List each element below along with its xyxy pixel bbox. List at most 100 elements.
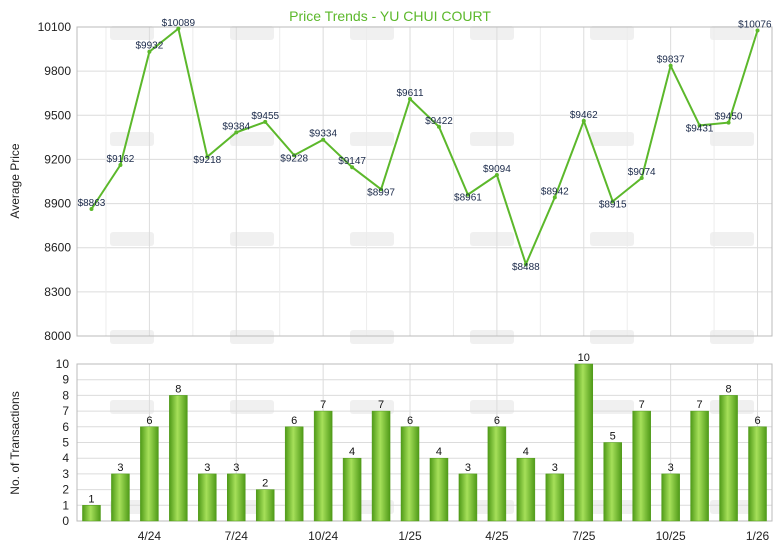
transaction-data-label: 6	[146, 415, 152, 427]
transaction-bar	[574, 363, 594, 522]
transaction-bar	[82, 505, 101, 522]
watermark-mark	[470, 232, 514, 246]
transaction-bar	[313, 410, 333, 522]
x-tick-label: 10/25	[656, 529, 686, 543]
x-tick-label: 10/24	[308, 529, 338, 543]
watermark-mark	[230, 400, 274, 414]
watermark-mark	[110, 132, 154, 146]
transaction-bar	[719, 395, 738, 522]
transaction-bar	[342, 457, 362, 522]
watermark-mark	[230, 132, 274, 146]
price-point	[436, 124, 441, 129]
price-data-label: $8915	[599, 199, 627, 210]
transactions-y-tick-label: 6	[62, 420, 69, 434]
transaction-bar	[140, 426, 159, 522]
transactions-y-tick-label: 4	[62, 451, 69, 465]
chart-title: Price Trends - YU CHUI COURT	[289, 8, 491, 24]
transaction-data-label: 7	[697, 399, 703, 411]
transaction-data-label: 6	[494, 415, 500, 427]
price-data-label: $9094	[483, 164, 511, 175]
transaction-bar	[198, 473, 217, 522]
price-data-label: $9074	[628, 167, 656, 178]
transaction-data-label: 6	[754, 415, 760, 427]
transactions-gridlines	[77, 363, 772, 522]
price-point	[465, 192, 470, 197]
price-plot-frame	[76, 26, 773, 337]
transaction-bar	[603, 442, 622, 522]
price-y-tick-label: 10100	[38, 20, 72, 34]
transaction-bar	[516, 457, 536, 522]
price-data-label: $9218	[193, 155, 221, 166]
watermark-mark	[710, 330, 754, 344]
transaction-data-label: 10	[578, 352, 590, 364]
watermark-mark	[350, 132, 394, 146]
watermark-mark	[110, 232, 154, 246]
price-point	[147, 49, 152, 54]
x-tick-label: 1/25	[398, 529, 422, 543]
transaction-bar	[429, 457, 449, 522]
price-data-label: $9431	[686, 123, 714, 134]
transaction-bar	[487, 426, 507, 522]
transaction-bar	[458, 473, 478, 522]
price-data-label: $9611	[396, 88, 424, 99]
transaction-data-label: 7	[639, 399, 645, 411]
price-point	[581, 118, 586, 123]
price-data-label: $9837	[657, 55, 685, 66]
transaction-data-label: 5	[610, 431, 616, 443]
price-data-label: $8863	[78, 198, 106, 209]
price-labels: $8863 $9162 $9932 $10089 $9218 $9384$9455 $922…	[78, 18, 772, 273]
price-data-label: $9462	[570, 110, 598, 121]
watermark-mark	[230, 232, 274, 246]
transaction-data-label: 4	[349, 446, 355, 458]
price-y-tick-label: 8900	[44, 197, 71, 211]
x-tick-label: 1/26	[746, 529, 770, 543]
transaction-data-label: 3	[117, 462, 123, 474]
price-point	[523, 262, 528, 267]
watermark-mark	[470, 400, 514, 414]
transaction-bar	[227, 473, 246, 522]
price-point	[668, 63, 673, 68]
price-point	[494, 173, 499, 178]
transaction-data-label: 7	[378, 399, 384, 411]
watermark-mark	[470, 132, 514, 146]
price-data-label: $10089	[162, 18, 196, 29]
transaction-bar	[748, 426, 767, 522]
watermark-mark	[710, 232, 754, 246]
price-point	[350, 165, 355, 170]
x-tick-label: 7/24	[225, 529, 249, 543]
price-point	[263, 119, 268, 124]
transaction-bar	[661, 473, 680, 522]
watermark-mark	[590, 132, 634, 146]
transactions-y-tick-label: 0	[62, 514, 69, 528]
price-data-label: $9228	[280, 153, 308, 164]
price-y-ticks: 8000 8300 8600 8900 9200 9500 9800 10100	[38, 20, 72, 343]
price-data-label: $9384	[222, 121, 250, 132]
transaction-bar	[545, 473, 565, 522]
price-point	[552, 195, 557, 200]
transaction-data-label: 1	[88, 493, 94, 505]
price-y-tick-label: 8000	[44, 329, 71, 343]
price-point	[176, 26, 181, 31]
price-point	[234, 130, 239, 135]
transaction-bar-labels: 1 3 6 8 3 3 2 6 7 4 7 6 4 3 6 4 3 10 5 7 3 7 8 6	[88, 352, 760, 505]
price-point	[408, 96, 413, 101]
watermark-mark	[590, 26, 634, 40]
transactions-y-tick-label: 8	[62, 388, 69, 402]
transaction-data-label: 7	[320, 399, 326, 411]
transactions-y-tick-label: 5	[62, 436, 69, 450]
price-y-axis-label: Average Price	[8, 143, 22, 218]
transaction-data-label: 8	[175, 383, 181, 395]
watermark-mark	[110, 400, 154, 414]
price-data-label: $9455	[251, 111, 279, 122]
x-tick-labels: 4/24 7/24 10/24 1/25 4/25 7/25 10/25 1/26	[138, 529, 770, 543]
price-data-label: $9422	[425, 116, 453, 127]
transactions-y-tick-label: 9	[62, 373, 69, 387]
watermark-mark	[470, 330, 514, 344]
price-point	[118, 163, 123, 168]
price-data-label: $8942	[541, 186, 569, 197]
price-data-label: $9334	[309, 129, 337, 140]
transaction-bars	[82, 363, 767, 522]
watermark-mark	[710, 26, 754, 40]
price-point	[755, 28, 760, 33]
transaction-data-label: 6	[291, 415, 297, 427]
